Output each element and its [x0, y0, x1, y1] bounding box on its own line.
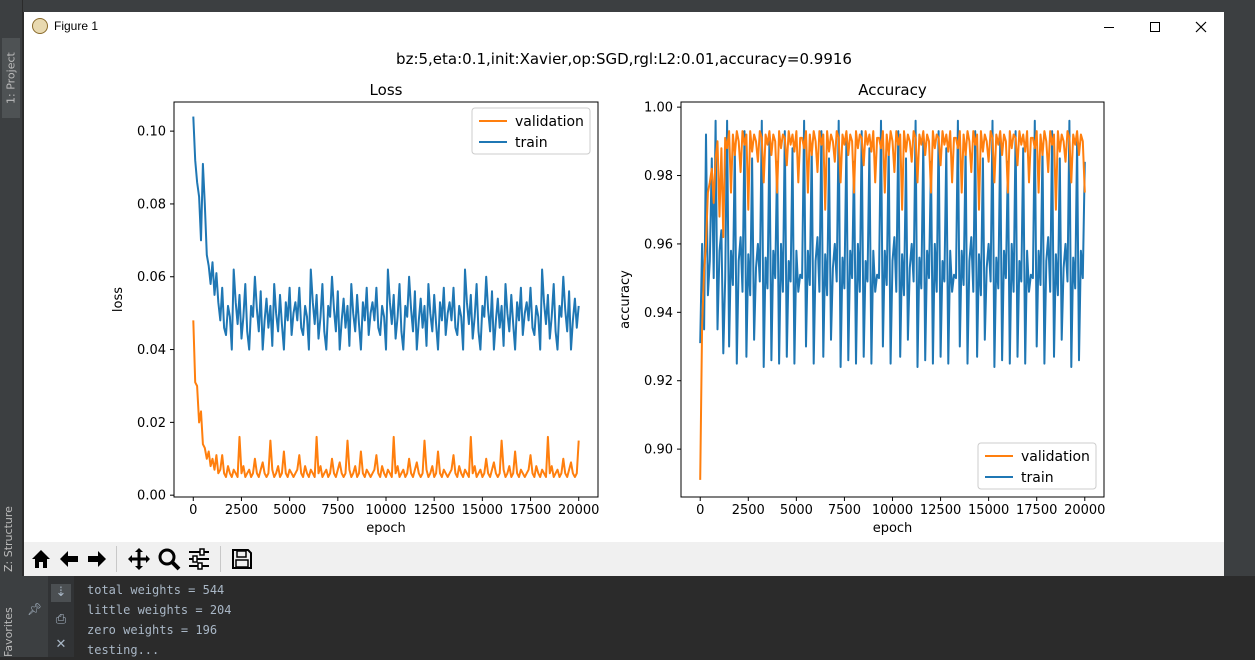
axes-title: Accuracy: [858, 81, 927, 99]
zoom-icon: [158, 548, 181, 571]
run-console: 📌︎ ⇣ ⎙ ✕ total weights = 544 little weig…: [22, 576, 1255, 657]
x-axis-label: epoch: [366, 521, 406, 536]
home-button[interactable]: [28, 546, 54, 572]
y-tick-label: 0.94: [644, 306, 673, 321]
x-tick-label: 12500: [920, 503, 961, 518]
forward-arrow-icon: [88, 551, 106, 567]
series-group: [192, 116, 580, 478]
save-button[interactable]: [229, 546, 255, 572]
figure-window: Figure 1 bz:5,eta:0.1,init:Xavier,op:SGD…: [24, 12, 1224, 576]
axes-frame: [173, 101, 599, 498]
x-tick-label: 10000: [872, 503, 913, 518]
structure-tool-tab[interactable]: Z: Structure: [2, 506, 15, 572]
x-tick-label: 5000: [780, 503, 813, 518]
y-tick-label: 0.10: [137, 125, 166, 140]
console-gutter: 📌︎: [22, 576, 48, 657]
x-tick-label: 2500: [732, 503, 765, 518]
accuracy-axes: Accuracy 0 2500 5000 7500 10000 12500 15000 1750…: [618, 81, 1105, 536]
series-group: [699, 119, 1086, 480]
y-tick-label: 0.08: [137, 197, 166, 212]
matplotlib-app-icon: [32, 18, 48, 34]
x-tick-label: 5000: [273, 503, 306, 518]
legend-label: train: [515, 135, 548, 151]
console-line: total weights = 544: [87, 583, 225, 597]
forward-button[interactable]: [84, 546, 110, 572]
x-tick-label: 10000: [365, 503, 406, 518]
toolbar-separator: [220, 546, 221, 572]
x-tick-label: 0: [189, 503, 197, 518]
x-tick-label: 12500: [414, 503, 455, 518]
x-tick-label: 15000: [462, 503, 503, 518]
console-line: little weights = 204: [87, 603, 232, 617]
axes-title: Loss: [370, 81, 403, 99]
y-tick-label: 0.92: [644, 374, 673, 389]
x-tick-label: 7500: [321, 503, 354, 518]
close-button[interactable]: [1178, 12, 1224, 42]
x-tick-label: 20000: [1064, 503, 1105, 518]
favorites-tool-tab[interactable]: Favorites: [2, 607, 15, 657]
maximize-button[interactable]: [1132, 12, 1178, 42]
y-axis-label: loss: [111, 287, 126, 312]
y-tick-label: 0.98: [644, 169, 673, 184]
save-icon: [232, 549, 252, 569]
series-line-train: [699, 119, 1086, 368]
y-tick-label: 0.90: [644, 443, 673, 458]
legend: validation train: [471, 107, 591, 155]
project-tool-tab[interactable]: 1: Project: [2, 38, 20, 118]
y-axis-label: accuracy: [618, 270, 633, 329]
pan-button[interactable]: [126, 546, 152, 572]
console-toolbar: ⇣ ⎙ ✕: [48, 576, 74, 657]
console-line: testing...: [87, 643, 160, 657]
pan-icon: [128, 548, 150, 570]
loss-axes: Loss 0 2500 5000 7500 10000 12500 15000 17500 200…: [111, 81, 599, 536]
ide-top-strip: [22, 0, 1255, 12]
back-arrow-icon: [60, 551, 78, 567]
y-tick-label: 0.04: [137, 343, 166, 358]
print-icon[interactable]: ⎙: [55, 612, 67, 627]
y-tick-label: 0.00: [137, 489, 166, 504]
minimize-button[interactable]: [1086, 12, 1132, 42]
x-tick-label: 17500: [1016, 503, 1057, 518]
x-tick-label: 7500: [828, 503, 861, 518]
maximize-icon: [1150, 22, 1160, 32]
back-button[interactable]: [56, 546, 82, 572]
ide-right-panel: [1224, 12, 1255, 576]
legend-label: validation: [1021, 449, 1090, 465]
configure-subplots-icon: [189, 548, 209, 570]
figure-svg: bz:5,eta:0.1,init:Xavier,op:SGD,rgl:L2:0…: [111, 50, 1105, 536]
console-line: zero weights = 196: [87, 623, 218, 637]
y-tick-label: 0.96: [644, 237, 673, 252]
console-output: total weights = 544 little weights = 204…: [87, 580, 232, 660]
legend: validation train: [977, 442, 1097, 490]
y-tick-label: 0.06: [137, 270, 166, 285]
x-tick-label: 20000: [558, 503, 599, 518]
series-line-validation: [192, 320, 580, 478]
legend-label: validation: [515, 114, 584, 130]
x-tick-label: 2500: [225, 503, 258, 518]
home-icon: [32, 550, 50, 568]
scroll-to-end-icon[interactable]: ⇣: [51, 584, 71, 602]
navigation-toolbar: [24, 542, 1224, 576]
x-tick-label: 17500: [510, 503, 551, 518]
configure-subplots-button[interactable]: [186, 546, 212, 572]
x-tick-label: 0: [696, 503, 704, 518]
figure-suptitle: bz:5,eta:0.1,init:Xavier,op:SGD,rgl:L2:0…: [396, 50, 852, 68]
series-line-train: [192, 116, 580, 351]
x-tick-label: 15000: [968, 503, 1009, 518]
window-title: Figure 1: [54, 19, 99, 33]
series-line-validation: [699, 130, 1086, 480]
pin-icon[interactable]: 📌︎: [27, 602, 43, 616]
figure-canvas[interactable]: bz:5,eta:0.1,init:Xavier,op:SGD,rgl:L2:0…: [24, 42, 1224, 542]
y-tick-label: 1.00: [644, 101, 673, 116]
zoom-button[interactable]: [156, 546, 182, 572]
toolbar-separator: [116, 546, 117, 572]
close-icon: [1195, 21, 1207, 33]
legend-label: train: [1021, 470, 1054, 486]
ide-left-toolwindow-bar: 1: Project Z: Structure Favorites: [0, 0, 23, 657]
window-titlebar[interactable]: Figure 1: [24, 12, 1224, 42]
x-axis-label: epoch: [873, 521, 913, 536]
y-tick-label: 0.02: [137, 416, 166, 431]
minimize-icon: [1104, 27, 1114, 28]
trash-icon[interactable]: ✕: [55, 637, 67, 652]
